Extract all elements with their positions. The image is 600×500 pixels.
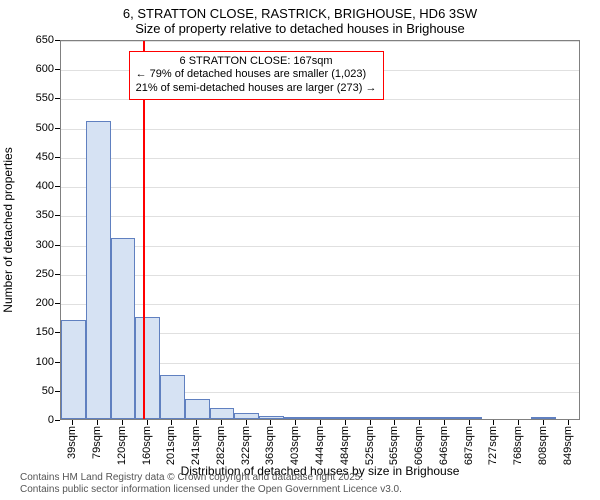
gridline <box>61 216 579 217</box>
x-tick <box>370 420 371 425</box>
x-tick <box>270 420 271 425</box>
x-tick-label: 403sqm <box>289 426 301 465</box>
histogram-bar <box>61 320 86 419</box>
x-tick-label: 322sqm <box>240 426 252 465</box>
histogram-bar <box>309 417 334 419</box>
histogram-bar <box>160 375 185 419</box>
x-tick-label: 687sqm <box>463 426 475 465</box>
y-tick-label: 650 <box>36 34 54 46</box>
x-tick-label: 363sqm <box>264 426 276 465</box>
y-tick-label: 50 <box>42 385 54 397</box>
histogram-bar <box>408 417 433 419</box>
x-tick <box>444 420 445 425</box>
x-tick-label: 484sqm <box>339 426 351 465</box>
x-tick <box>469 420 470 425</box>
annotation-line3: 21% of semi-detached houses are larger (… <box>136 82 377 96</box>
x-tick <box>196 420 197 425</box>
x-tick <box>543 420 544 425</box>
histogram-bar <box>358 417 383 419</box>
x-axis: Distribution of detached houses by size … <box>60 420 580 480</box>
footer: Contains HM Land Registry data © Crown c… <box>20 472 402 496</box>
y-axis: 050100150200250300350400450500550600650 <box>20 40 60 420</box>
annotation-line1: 6 STRATTON CLOSE: 167sqm <box>136 55 377 69</box>
x-tick <box>493 420 494 425</box>
x-tick-label: 606sqm <box>413 426 425 465</box>
title-line1: 6, STRATTON CLOSE, RASTRICK, BRIGHOUSE, … <box>0 0 600 21</box>
x-tick <box>568 420 569 425</box>
x-tick-label: 444sqm <box>314 426 326 465</box>
gridline <box>61 41 579 42</box>
y-tick-label: 0 <box>48 414 54 426</box>
x-tick-label: 849sqm <box>562 426 574 465</box>
histogram-bar <box>185 399 210 419</box>
y-tick-label: 200 <box>36 297 54 309</box>
y-tick-label: 150 <box>36 326 54 338</box>
histogram-bar <box>457 417 482 419</box>
chart-area: Number of detached properties 0501001502… <box>60 40 580 420</box>
x-tick <box>419 420 420 425</box>
x-tick <box>246 420 247 425</box>
x-tick-label: 241sqm <box>190 426 202 465</box>
x-tick-label: 727sqm <box>487 426 499 465</box>
x-tick-label: 282sqm <box>215 426 227 465</box>
x-tick <box>295 420 296 425</box>
gridline <box>61 304 579 305</box>
annotation-line2: ← 79% of detached houses are smaller (1,… <box>136 68 377 82</box>
x-tick <box>122 420 123 425</box>
x-tick-label: 808sqm <box>537 426 549 465</box>
histogram-bar <box>210 408 235 419</box>
x-tick <box>97 420 98 425</box>
histogram-bar <box>432 417 457 419</box>
y-tick-label: 350 <box>36 209 54 221</box>
gridline <box>61 275 579 276</box>
x-tick <box>345 420 346 425</box>
x-tick <box>147 420 148 425</box>
y-tick-label: 600 <box>36 63 54 75</box>
gridline <box>61 187 579 188</box>
x-tick-label: 201sqm <box>165 426 177 465</box>
y-tick-label: 300 <box>36 239 54 251</box>
histogram-bar <box>111 238 136 419</box>
x-tick-label: 79sqm <box>91 426 103 459</box>
histogram-bar <box>333 417 358 419</box>
histogram-bar <box>531 417 556 419</box>
y-axis-title: Number of detached properties <box>1 147 15 312</box>
x-tick-label: 565sqm <box>388 426 400 465</box>
gridline <box>61 129 579 130</box>
x-tick <box>518 420 519 425</box>
x-tick-label: 160sqm <box>141 426 153 465</box>
histogram-bar <box>284 417 309 419</box>
histogram-bar <box>259 416 284 420</box>
y-tick-label: 450 <box>36 151 54 163</box>
y-tick-label: 550 <box>36 92 54 104</box>
footer-line1: Contains HM Land Registry data © Crown c… <box>20 472 402 484</box>
x-tick-label: 768sqm <box>512 426 524 465</box>
histogram-bar <box>135 317 160 419</box>
title-line2: Size of property relative to detached ho… <box>0 21 600 36</box>
x-tick <box>72 420 73 425</box>
x-tick-label: 120sqm <box>116 426 128 465</box>
plot-area: 6 STRATTON CLOSE: 167sqm ← 79% of detach… <box>60 40 580 420</box>
histogram-bar <box>86 121 111 419</box>
gridline <box>61 158 579 159</box>
y-tick-label: 100 <box>36 356 54 368</box>
y-tick-label: 400 <box>36 180 54 192</box>
y-tick-label: 500 <box>36 122 54 134</box>
x-tick-label: 525sqm <box>364 426 376 465</box>
histogram-bar <box>383 417 408 419</box>
gridline <box>61 246 579 247</box>
histogram-bar <box>234 413 259 419</box>
x-tick <box>394 420 395 425</box>
y-tick-label: 250 <box>36 268 54 280</box>
footer-line2: Contains public sector information licen… <box>20 484 402 496</box>
x-tick-label: 646sqm <box>438 426 450 465</box>
x-tick <box>221 420 222 425</box>
x-tick <box>171 420 172 425</box>
annotation-box: 6 STRATTON CLOSE: 167sqm ← 79% of detach… <box>129 51 384 100</box>
x-tick <box>320 420 321 425</box>
x-tick-label: 39sqm <box>66 426 78 459</box>
